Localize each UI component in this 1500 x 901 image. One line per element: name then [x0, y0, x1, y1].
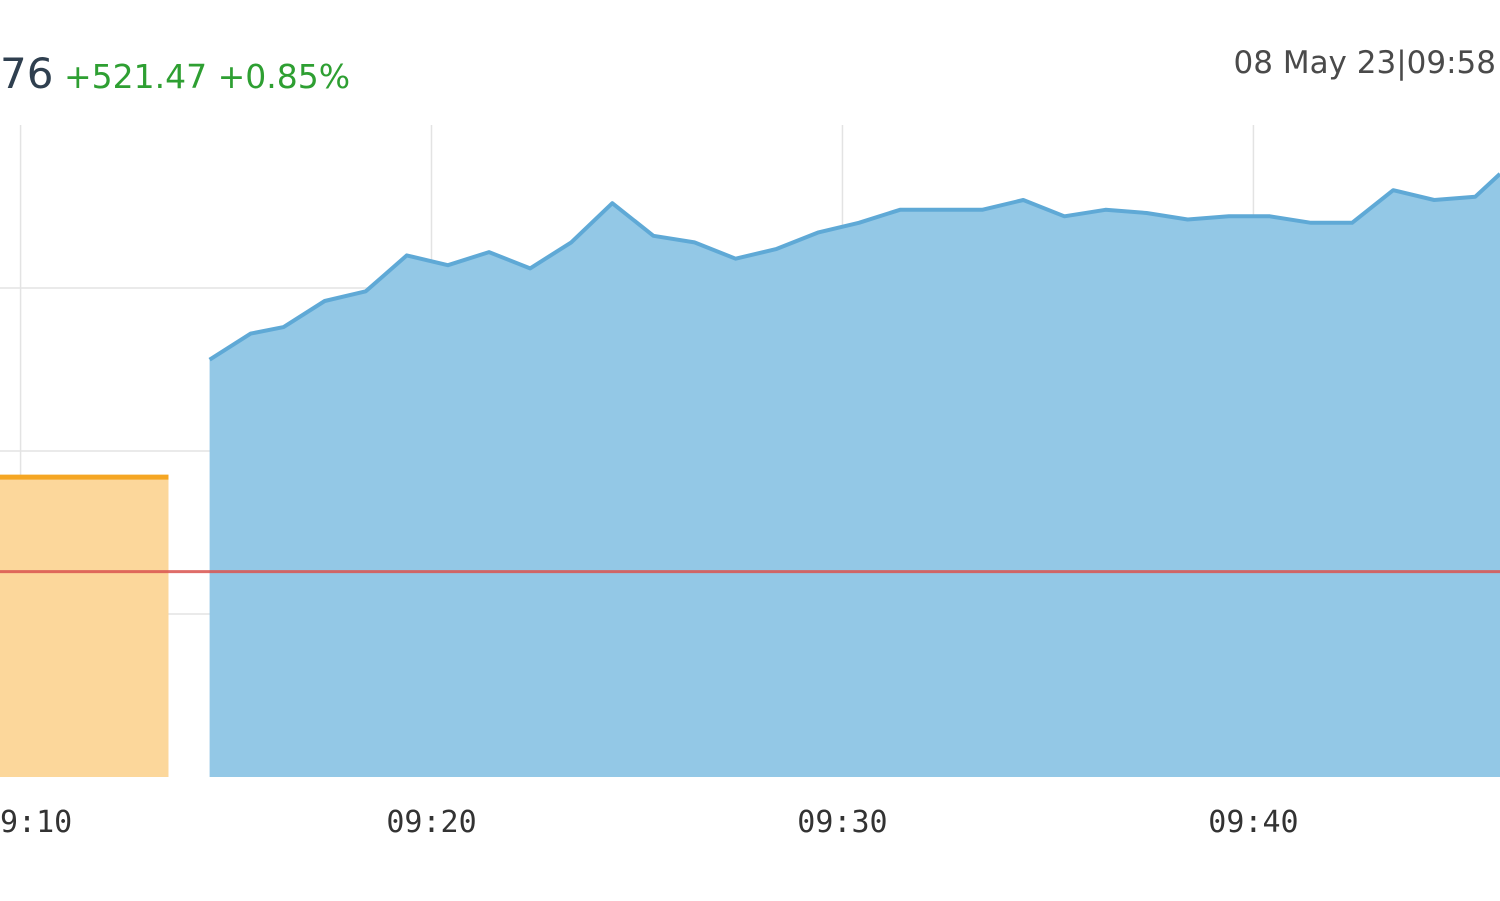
timestamp: 08 May 23|09:58	[1234, 45, 1496, 81]
series-line-0	[208, 172, 1500, 362]
preopen-area	[0, 477, 169, 777]
x-tick-label-1: 09:20	[386, 805, 476, 840]
x-tick-label-0: 9:10	[0, 805, 72, 840]
price-change: +521.47 +0.85%	[64, 57, 350, 96]
x-tick-label-2: 09:30	[797, 805, 887, 840]
series-area-0	[209, 173, 1500, 777]
chart-areas	[0, 172, 1500, 777]
x-axis-ticks: 9:10 09:20 09:30 09:40	[0, 805, 1299, 840]
x-tick-label-3: 09:40	[1208, 805, 1298, 840]
current-price: 76	[0, 49, 53, 98]
